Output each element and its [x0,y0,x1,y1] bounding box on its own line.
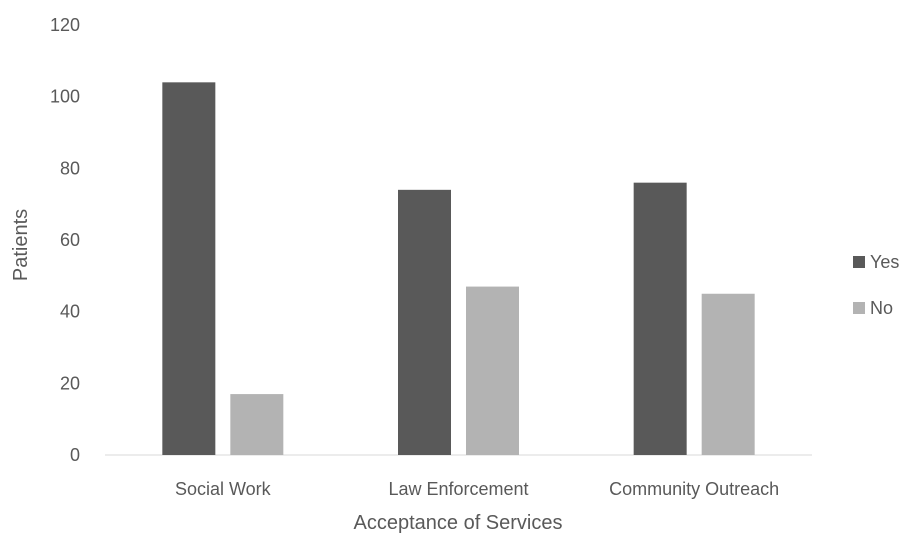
bar-yes-social-work [162,82,216,455]
y-tick-label: 40 [60,302,80,322]
legend-swatch-no [853,302,865,314]
y-axis-ticks: 0 20 40 60 80 100 120 [50,15,80,465]
x-tick-label: Community Outreach [609,479,779,499]
legend: Yes No [853,252,899,318]
y-axis-title: Patients [10,209,32,281]
bar-no-social-work [230,394,284,455]
y-tick-label: 20 [60,373,80,393]
legend-label-no: No [870,298,893,318]
bar-yes-law-enforcement [398,189,451,456]
x-tick-label: Law Enforcement [388,479,528,499]
bar-no-law-enforcement [466,286,519,455]
y-tick-label: 80 [60,158,80,178]
y-tick-label: 120 [50,15,80,35]
y-tick-label: 60 [60,230,80,250]
x-tick-label: Social Work [175,479,272,499]
bar-yes-community-outreach [633,182,687,455]
x-axis-title: Acceptance of Services [354,512,563,534]
y-tick-label: 0 [70,445,80,465]
legend-swatch-yes [853,256,865,268]
bars [162,82,755,456]
y-tick-label: 100 [50,87,80,107]
legend-label-yes: Yes [870,252,899,272]
bar-no-community-outreach [701,293,755,455]
x-axis-ticks: Social Work Law Enforcement Community Outr… [175,479,779,499]
